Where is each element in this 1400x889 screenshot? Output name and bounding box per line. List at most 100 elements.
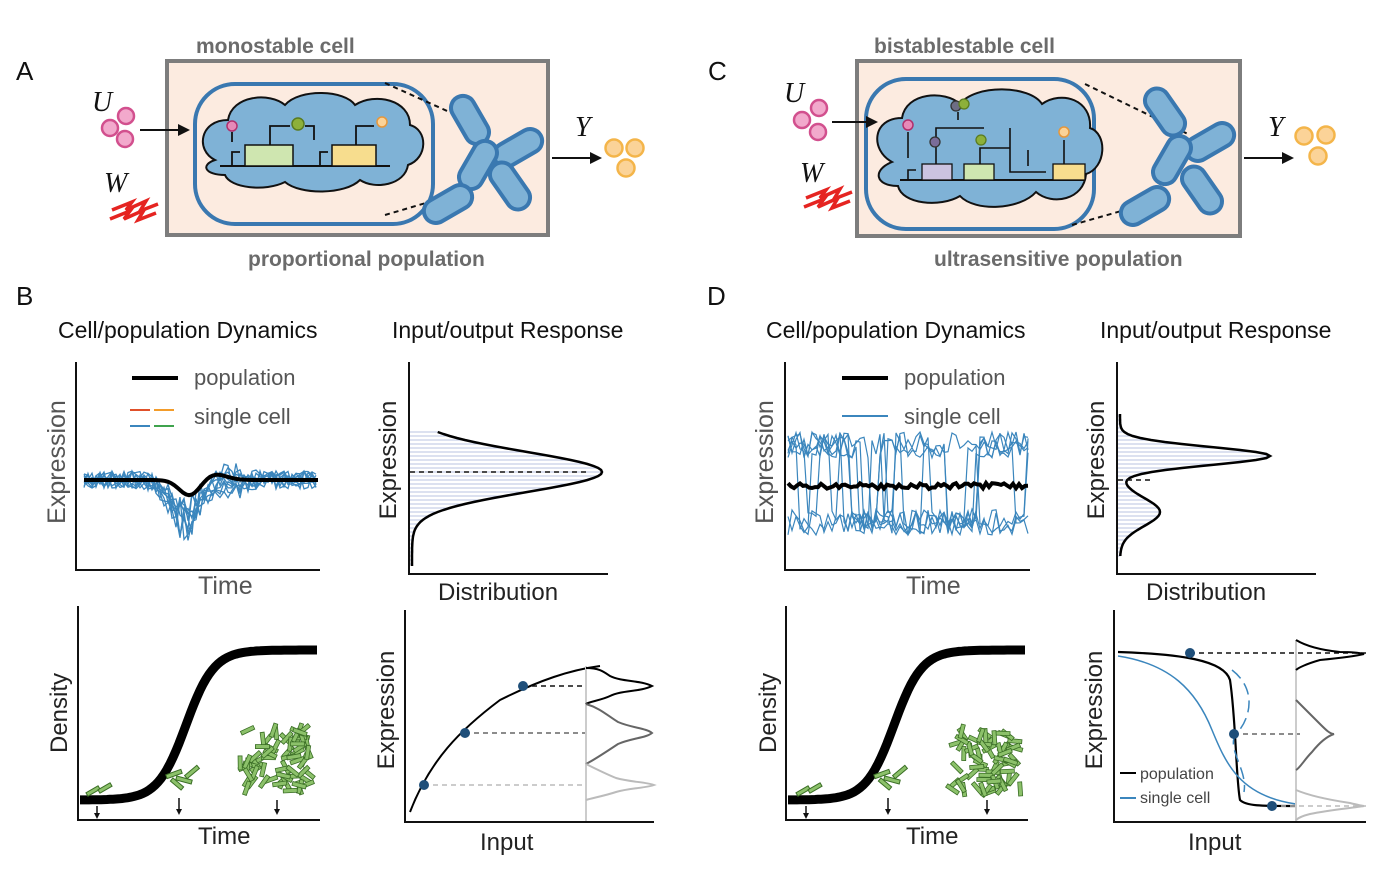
- colony-medium: [165, 764, 201, 791]
- input-w-label-a: W: [104, 168, 130, 199]
- distribution-plot-b: Expression Distribution: [375, 362, 608, 606]
- input-u-label-a: U: [92, 87, 114, 118]
- data-point: [1229, 729, 1239, 739]
- lightning-icon: [108, 208, 158, 222]
- response-curve: [409, 665, 601, 813]
- input-molecule-icon: [809, 98, 829, 118]
- dynamics-heading-d: Cell/population Dynamics: [766, 317, 1026, 343]
- population-title-a: proportional population: [248, 248, 485, 271]
- y-axis-label: Density: [46, 673, 73, 753]
- colony-small: [85, 782, 113, 797]
- x-axis-label: Time: [906, 572, 961, 600]
- x-axis-label: Distribution: [1146, 579, 1266, 606]
- colony-small: [795, 782, 823, 797]
- y-axis-label: Expression: [1083, 401, 1110, 520]
- input-w-label-c: W: [800, 158, 826, 189]
- panel-label-d: D: [707, 281, 726, 311]
- cytoplasm-a: [201, 92, 425, 193]
- data-point: [1185, 648, 1195, 658]
- input-molecule-icon: [792, 110, 812, 130]
- panel-label-b: B: [16, 281, 33, 311]
- y-axis-label: Expression: [751, 400, 779, 524]
- single-cell-response-curve: [1117, 655, 1297, 805]
- output-y-label-c: Y: [1268, 112, 1287, 143]
- input-molecule-icon: [100, 118, 120, 138]
- y-axis-label: Expression: [375, 401, 402, 520]
- output-molecule-c: [1058, 126, 1070, 138]
- input-u-label-c: U: [784, 78, 806, 109]
- panel-a: A monostable cell proportional populatio…: [16, 35, 645, 271]
- y-axis-label: Expression: [1081, 651, 1108, 770]
- y-axis-label: Expression: [43, 400, 71, 524]
- input-molecule-icon: [116, 106, 136, 126]
- legend-population-label: population: [1140, 766, 1214, 783]
- panel-c: C bistablestable cell ultrasensitive pop…: [708, 35, 1336, 271]
- lightning-icon: [110, 199, 160, 213]
- population-response-curve: [1117, 650, 1297, 808]
- input-molecule-icon: [115, 129, 135, 149]
- x-axis-label: Input: [480, 829, 534, 856]
- input-molecule-icon: [808, 122, 828, 142]
- growth-curve: [788, 645, 1025, 805]
- x-axis-label: Distribution: [438, 579, 558, 606]
- output-molecule-icon: [1316, 125, 1336, 145]
- panel-label-c: C: [708, 56, 727, 86]
- lightning-icon: [804, 187, 854, 201]
- io-heading-b: Input/output Response: [392, 317, 623, 343]
- growth-curve: [80, 645, 317, 805]
- legend-population-label: population: [904, 365, 1006, 390]
- single-cell-trace: [83, 463, 317, 534]
- panel-d: D Cell/population Dynamics Input/output …: [707, 281, 1366, 856]
- io-plot-b: Expression Input: [373, 610, 657, 856]
- cell-title-c: bistablestable cell: [874, 35, 1055, 58]
- protein-molecule-a: [291, 117, 305, 131]
- colony-medium: [873, 764, 909, 791]
- x-axis-label: Time: [198, 823, 250, 850]
- output-molecule-icon: [616, 158, 636, 178]
- legend-population-label: population: [194, 365, 296, 390]
- panel-b: B Cell/population Dynamics Input/output …: [16, 281, 657, 856]
- output-molecule-icon: [625, 138, 645, 158]
- population-title-c: ultrasensitive population: [934, 248, 1183, 271]
- density-plot-b: Density Time: [46, 606, 320, 850]
- output-molecule-icon: [1294, 126, 1314, 146]
- output-y-label-a: Y: [575, 112, 594, 143]
- colony-large: [945, 723, 1024, 799]
- legend-single-label: single cell: [904, 404, 1001, 429]
- gene-box-c2: [963, 163, 995, 181]
- inducer-molecule-a: [226, 120, 238, 132]
- x-axis-label: Time: [198, 572, 253, 600]
- single-cell-trace: [787, 430, 1029, 536]
- gene-box-c1: [921, 163, 953, 181]
- population-line: [786, 479, 1029, 492]
- data-point: [460, 728, 470, 738]
- density-plot-d: Density Time: [755, 606, 1028, 850]
- data-point: [419, 780, 429, 790]
- single-cell-trace: [787, 430, 1029, 534]
- x-axis-label: Input: [1188, 829, 1242, 856]
- legend-single-label: single cell: [194, 404, 291, 429]
- distribution-plot-d: Expression Distribution: [1083, 362, 1316, 606]
- inducer-molecule-c: [902, 119, 914, 131]
- legend-single-label: single cell: [1140, 790, 1210, 807]
- gene-box-c3: [1052, 163, 1086, 181]
- distribution-curve: [1118, 414, 1273, 557]
- complex-molecule-c2: [958, 98, 970, 110]
- output-molecule-icon: [604, 138, 624, 158]
- dynamics-heading-b: Cell/population Dynamics: [58, 317, 318, 343]
- io-plot-d: population single cell Expression Input: [1081, 610, 1366, 856]
- y-axis-label: Expression: [373, 651, 400, 770]
- panel-label-a: A: [16, 56, 34, 86]
- gene-box-a1: [244, 144, 294, 167]
- colony-large: [237, 722, 316, 796]
- output-molecule-a: [376, 116, 388, 128]
- distribution-curve: [410, 430, 604, 566]
- dynamics-plot-b: population single cell Expression Time: [43, 362, 320, 600]
- y-axis-label: Density: [755, 673, 782, 753]
- protein-molecule-c2: [975, 134, 987, 146]
- cell-title-a: monostable cell: [196, 35, 355, 58]
- data-point: [518, 681, 528, 691]
- output-molecule-icon: [1308, 146, 1328, 166]
- dynamics-plot-d: population single cell Expression Time: [751, 362, 1030, 600]
